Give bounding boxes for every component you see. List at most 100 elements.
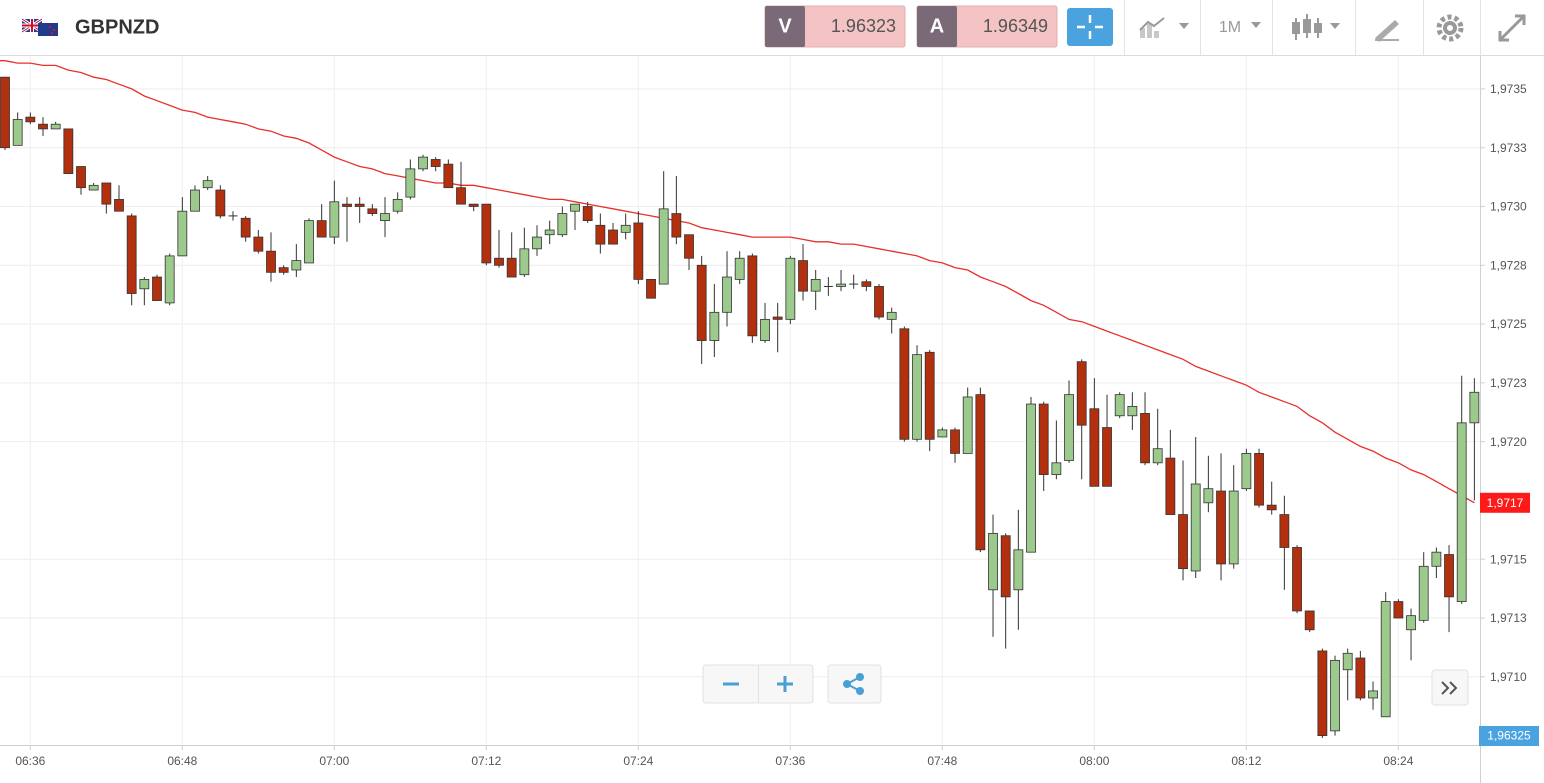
x-tick-label: 07:12 [471, 754, 501, 768]
candle-body [532, 236, 542, 250]
candle-body [50, 123, 61, 130]
last-price-box [1479, 726, 1539, 746]
x-tick-label: 07:48 [927, 754, 957, 768]
candle-body [1380, 601, 1391, 718]
fullscreen-icon[interactable] [1498, 14, 1526, 42]
candle-body [1330, 659, 1340, 732]
candle-body [12, 119, 23, 146]
candles [0, 76, 1480, 738]
candle-body [1038, 403, 1049, 475]
fullscreen-button[interactable] [1498, 14, 1526, 42]
candle-body [481, 203, 492, 264]
candle-body [734, 257, 745, 280]
sell-price[interactable]: 1.96323 [831, 16, 896, 36]
candle-body [671, 213, 682, 238]
zoom-controls [702, 664, 1469, 706]
x-tick-label: 06:36 [15, 754, 45, 768]
share-button[interactable] [843, 673, 864, 695]
settings-icon[interactable] [1436, 14, 1464, 42]
buy-label[interactable]: A [930, 15, 944, 37]
candle-body [798, 260, 808, 292]
candle-body [1456, 422, 1467, 602]
chart-type-icon[interactable] [1292, 22, 1300, 34]
candle-body [291, 260, 302, 271]
candle-body [709, 311, 720, 341]
candle-body [836, 283, 846, 287]
candle-body [1228, 490, 1239, 565]
indicator-button[interactable] [1139, 17, 1189, 38]
candle-body [975, 394, 986, 551]
candle-body [329, 201, 340, 238]
crosshair-icon[interactable] [1077, 15, 1103, 39]
candle-body [114, 199, 124, 212]
candle-body [1127, 405, 1138, 417]
candle-body [1064, 394, 1074, 461]
scroll-end-button[interactable] [1441, 681, 1458, 695]
candle-body [747, 255, 758, 337]
crosshair-box[interactable] [1067, 8, 1113, 46]
candle-body [506, 257, 517, 278]
candle-body [25, 116, 36, 123]
candle-body [1102, 427, 1112, 487]
candle-body [1444, 554, 1454, 598]
timeframe[interactable]: 1M [1219, 19, 1241, 36]
drawing-icon[interactable] [1375, 20, 1399, 42]
candle-body [0, 76, 10, 149]
candle-body [139, 278, 150, 290]
candle-body [456, 187, 466, 205]
candle-body [1190, 483, 1201, 572]
candle-body [1279, 514, 1290, 548]
candle-body [924, 351, 935, 440]
zoom-in[interactable] [777, 676, 793, 692]
candle-body [633, 222, 644, 280]
candle-body [823, 285, 833, 287]
candle-body [126, 215, 137, 294]
candle-body [861, 281, 872, 287]
candle-body [278, 267, 289, 273]
axis-labels: 1,9735 1,9733 1,9730 1,9728 1,9725 1,9723 1,97… [15, 82, 1530, 768]
candle-body [152, 276, 162, 301]
chart-type-button[interactable] [1292, 14, 1340, 40]
candle-body [595, 224, 606, 245]
sell-label[interactable]: V [778, 15, 792, 37]
candle-body [101, 182, 112, 205]
x-tick-label: 07:24 [623, 754, 653, 768]
moving-average-line [0, 60, 1475, 504]
candle-body [253, 236, 264, 252]
candle-body [63, 128, 74, 174]
candle-body [1469, 391, 1480, 424]
candle-body [950, 429, 960, 454]
candle-body [76, 166, 86, 189]
candle-body [1152, 448, 1163, 464]
candle-body [1431, 551, 1442, 567]
candle-body [1292, 547, 1302, 612]
candle-body [1076, 361, 1087, 426]
candle-body [88, 184, 99, 191]
grid [0, 56, 1480, 745]
candle-body [899, 328, 910, 440]
crosshair-button[interactable] [1067, 8, 1113, 46]
sell-button[interactable]: V 1.96323 [764, 5, 906, 48]
candle-body [266, 250, 276, 273]
candle-body [1266, 504, 1277, 511]
candle-body [962, 396, 973, 454]
timeframe-button[interactable]: 1M [1219, 19, 1261, 36]
candle-body [760, 318, 770, 341]
settings-button[interactable] [1436, 14, 1464, 42]
drawing-button[interactable] [1375, 20, 1399, 42]
x-tick-label: 08:00 [1079, 754, 1109, 768]
buy-price[interactable]: 1.96349 [983, 16, 1048, 36]
buy-button[interactable]: A 1.96349 [916, 5, 1058, 48]
candle-body [1241, 453, 1252, 490]
candle-body [785, 257, 796, 320]
candle-body [519, 248, 530, 276]
buy-label-box[interactable] [917, 6, 957, 47]
y-tick-label: 1,9720 [1490, 435, 1527, 449]
sell-label-box[interactable] [765, 6, 805, 47]
candle-body [1089, 408, 1100, 487]
candle-body [886, 311, 897, 320]
candle-body [354, 203, 365, 207]
indicator-icon[interactable] [1140, 24, 1159, 38]
x-tick-label: 08:12 [1231, 754, 1261, 768]
candle-body [1013, 549, 1024, 591]
